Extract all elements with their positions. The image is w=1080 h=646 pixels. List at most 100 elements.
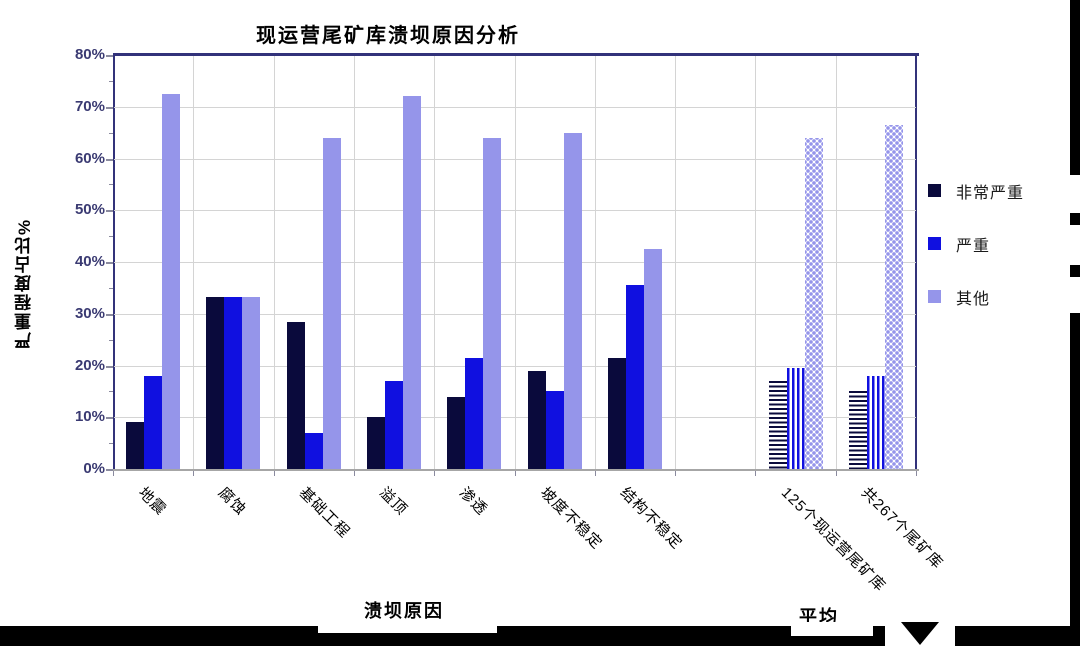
x-axis-tick xyxy=(835,471,837,476)
right-edge-block xyxy=(1070,213,1080,225)
y-axis-tick xyxy=(106,313,113,316)
bar-其他-坡度不稳定 xyxy=(563,132,582,469)
y-tick-label: 20% xyxy=(74,356,105,374)
plot-border-right xyxy=(915,53,917,471)
legend-item-严重: 严重 xyxy=(928,235,1024,255)
y-axis-tick xyxy=(106,365,113,368)
bar-非常严重-结构不稳定 xyxy=(607,357,626,469)
x-axis-tick xyxy=(434,471,436,476)
y-axis-tick xyxy=(106,158,113,161)
bar-其他-渗透 xyxy=(483,137,502,469)
bar-非常严重-共267个尾矿库 xyxy=(848,391,867,469)
category-label: 结构不稳定 xyxy=(616,484,686,553)
category-label: 共267个尾矿库 xyxy=(857,484,947,573)
category-label: 腐蚀 xyxy=(215,484,250,519)
y-tick-label: 60% xyxy=(74,149,105,167)
x-axis-tick xyxy=(113,471,114,476)
y-axis-minor-tick xyxy=(109,339,113,341)
y-axis-tick xyxy=(106,55,113,57)
bar-group xyxy=(595,55,675,469)
y-tick-label: 10% xyxy=(74,408,105,426)
x-axis-tick xyxy=(916,471,917,476)
chart-title: 现运营尾矿库溃坝原因分析 xyxy=(256,25,520,47)
right-edge-block xyxy=(1070,0,1080,175)
bar-非常严重-渗透 xyxy=(447,396,466,469)
gridline xyxy=(755,56,757,469)
category-label: 溢顶 xyxy=(375,484,411,519)
category-label: 渗透 xyxy=(456,484,491,519)
y-axis-minor-tick xyxy=(109,287,113,289)
bar-group xyxy=(113,55,193,469)
x-axis-tick xyxy=(273,471,275,476)
bar-非常严重-坡度不稳定 xyxy=(527,370,546,469)
bar-非常严重-腐蚀 xyxy=(206,296,225,469)
right-edge-block xyxy=(1070,313,1080,646)
x-axis-tick xyxy=(675,471,677,476)
bar-其他-共267个尾矿库 xyxy=(884,124,903,469)
bar-其他-地震 xyxy=(162,93,181,469)
bar-严重-溢顶 xyxy=(385,381,404,469)
gridline xyxy=(434,56,436,469)
x-axis-tick xyxy=(514,471,516,476)
legend-label: 非常严重 xyxy=(956,184,1025,202)
bar-其他-基础工程 xyxy=(322,137,341,469)
bar-group xyxy=(434,55,514,469)
x-axis-title: 溃坝原因 xyxy=(364,601,444,621)
y-axis-minor-tick xyxy=(109,132,113,134)
bar-严重-坡度不稳定 xyxy=(545,391,564,469)
gridline xyxy=(273,56,275,469)
banner-gap-under-average xyxy=(791,622,873,636)
banner-gap-under-xlabel xyxy=(318,622,497,633)
gridline xyxy=(353,56,355,469)
x-axis-tick xyxy=(353,471,355,476)
y-axis-minor-tick xyxy=(109,80,113,82)
bar-group xyxy=(515,55,595,469)
bar-group xyxy=(193,55,273,469)
gridline xyxy=(514,56,516,469)
banner-arrow-icon xyxy=(901,622,939,645)
bar-严重-125个现运营尾矿库 xyxy=(786,368,805,469)
y-axis-title: 严重程度占比% xyxy=(15,217,34,349)
x-axis-line xyxy=(111,469,919,471)
legend-swatch-icon xyxy=(928,237,941,250)
bar-group xyxy=(274,55,354,469)
category-label: 地震 xyxy=(134,484,170,519)
y-tick-label: 30% xyxy=(74,304,105,322)
x-axis-tick xyxy=(193,471,195,476)
legend-label: 其他 xyxy=(956,290,991,308)
legend: 非常严重严重其他 xyxy=(928,182,1024,341)
bar-group xyxy=(354,55,434,469)
bar-严重-渗透 xyxy=(465,357,484,469)
x-axis-tick xyxy=(755,471,757,476)
plot-border-top xyxy=(113,53,919,56)
bar-严重-腐蚀 xyxy=(224,296,243,469)
bar-严重-基础工程 xyxy=(304,432,323,469)
category-label: 基础工程 xyxy=(295,484,353,542)
right-edge-block xyxy=(1070,265,1080,277)
legend-item-其他: 其他 xyxy=(928,288,1024,308)
y-axis-tick xyxy=(106,469,113,471)
x-axis-tick xyxy=(594,471,596,476)
bar-group xyxy=(755,55,835,469)
gridline xyxy=(193,56,195,469)
gridline xyxy=(835,56,837,469)
y-axis-minor-tick xyxy=(109,236,113,238)
y-tick-label: 0% xyxy=(83,460,105,477)
gridline xyxy=(675,56,677,469)
bar-严重-共267个尾矿库 xyxy=(866,375,885,469)
category-label: 坡度不稳定 xyxy=(536,484,606,553)
y-tick-label: 40% xyxy=(74,253,105,270)
bar-其他-125个现运营尾矿库 xyxy=(804,137,823,469)
bar-非常严重-基础工程 xyxy=(286,321,305,469)
y-axis-minor-tick xyxy=(109,184,113,186)
y-tick-label: 50% xyxy=(74,201,105,219)
legend-item-非常严重: 非常严重 xyxy=(928,182,1024,202)
legend-swatch-icon xyxy=(928,290,941,303)
y-axis-minor-tick xyxy=(109,443,113,445)
y-axis-tick xyxy=(106,262,113,264)
bar-其他-溢顶 xyxy=(403,96,422,469)
bar-group xyxy=(836,55,916,469)
bar-严重-地震 xyxy=(144,375,163,469)
y-axis-tick xyxy=(106,210,113,213)
